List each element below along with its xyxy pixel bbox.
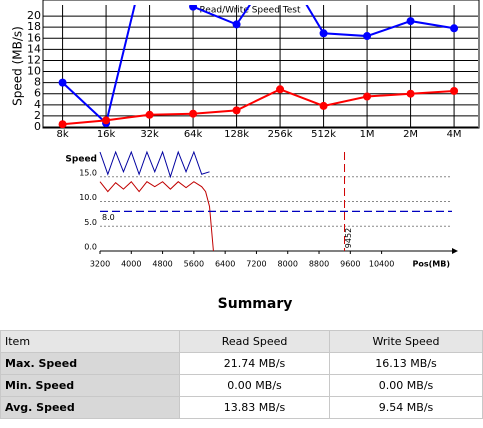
point [276,85,285,94]
x-tick-label: 5600 [184,260,204,269]
y-axis-label: Speed (MB/s) [11,26,25,106]
point [189,5,198,11]
point [363,92,372,101]
y-tick-label: 4 [34,98,41,111]
x-tick-label: 64k [184,129,203,140]
table-cell: Item [0,330,180,353]
point [450,24,459,33]
y-tick-label: 18 [27,20,41,33]
y-tick-label: 2 [34,109,41,122]
point [102,116,111,125]
chart-title: Read/Write Speed Test [199,6,301,16]
x-tick-label: 256k [268,129,293,140]
x-tick-label: 8000 [278,260,298,269]
point [145,110,154,119]
point [406,17,415,26]
table-cell: 21.74 MB/s [178,352,331,375]
x-tick-label: 32k [140,129,159,140]
point [232,106,241,115]
x-tick-label: 16k [97,129,116,140]
position-chart: 0.0 5.0 10.0 15.0 3200 4000 4800 5600 6400 7200 80… [65,150,458,269]
marker-label: 9452 [344,228,353,248]
point [189,109,198,118]
x-axis-label: Pos(MB) [413,260,451,269]
x-tick-label: 8k [56,129,68,140]
series-line [62,88,455,126]
table-cell: 0.00 MB/s [178,374,331,397]
y-axis-label: Speed [65,155,97,165]
point [58,120,67,128]
y-tick-label: 0 [34,120,41,133]
x-tick-label: 4800 [152,260,172,269]
y-tick-label: 6 [34,87,41,100]
y-tick-label: 16 [27,31,41,44]
x-tick-label: 7200 [246,260,266,269]
x-tick-label: 128k [224,129,249,140]
table-cell: 16.13 MB/s [329,352,483,375]
point [232,20,241,29]
x-tick-label: 3200 [90,260,110,269]
y-tick-label: 8 [34,76,41,89]
series-line [99,150,210,179]
x-tick-label: 10400 [369,260,394,269]
plot-frame [42,0,480,129]
y-tick-label: 12 [27,53,41,66]
point [450,86,459,95]
table-row: Avg. Speed 13.83 MB/s 9.54 MB/s [0,396,483,419]
y-tick-label: 20 [27,9,41,22]
table-cell: Min. Speed [0,374,180,397]
y-tick-label: 14 [27,42,41,55]
x-tick-label: 1M [360,129,375,140]
series-line [99,180,214,252]
y-tick-label: 10.0 [79,193,97,202]
table-cell: Write Speed [329,330,483,353]
table-cell: Avg. Speed [0,396,180,419]
point [319,29,328,38]
y-tick-label: 5.0 [84,218,97,227]
summary-title: Summary [217,296,293,312]
y-tick-label: 10 [27,65,41,78]
summary-table: Item Read Speed Write Speed Max. Speed 21.74… [0,330,483,419]
y-tick-label: 0.0 [84,243,97,252]
table-cell: 0.00 MB/s [329,374,483,397]
table-row: Item Read Speed Write Speed [0,330,483,353]
series-line [61,5,455,126]
y-tick-label: 15.0 [79,168,97,177]
x-tick-label: 8800 [309,260,329,269]
table-cell: Max. Speed [0,352,180,375]
x-tick-label: 4M [447,129,462,140]
table-cell: 9.54 MB/s [329,396,483,419]
point [406,89,415,98]
x-tick-label: 6400 [215,260,235,269]
table-cell: 13.83 MB/s [178,396,331,419]
x-axis-arrow [452,248,458,254]
point [319,101,328,110]
x-tick-label: 4000 [121,260,141,269]
average-label: 8.0 [102,213,115,222]
table-cell: Read Speed [178,330,331,353]
table-row: Max. Speed 21.74 MB/s 16.13 MB/s [0,352,483,375]
point [363,32,372,41]
table-row: Min. Speed 0.00 MB/s 0.00 MB/s [0,374,483,397]
x-tick-label: 512k [311,129,336,140]
x-tick-label: 2M [403,129,418,140]
x-tick-label: 9600 [340,260,360,269]
point [58,78,67,87]
